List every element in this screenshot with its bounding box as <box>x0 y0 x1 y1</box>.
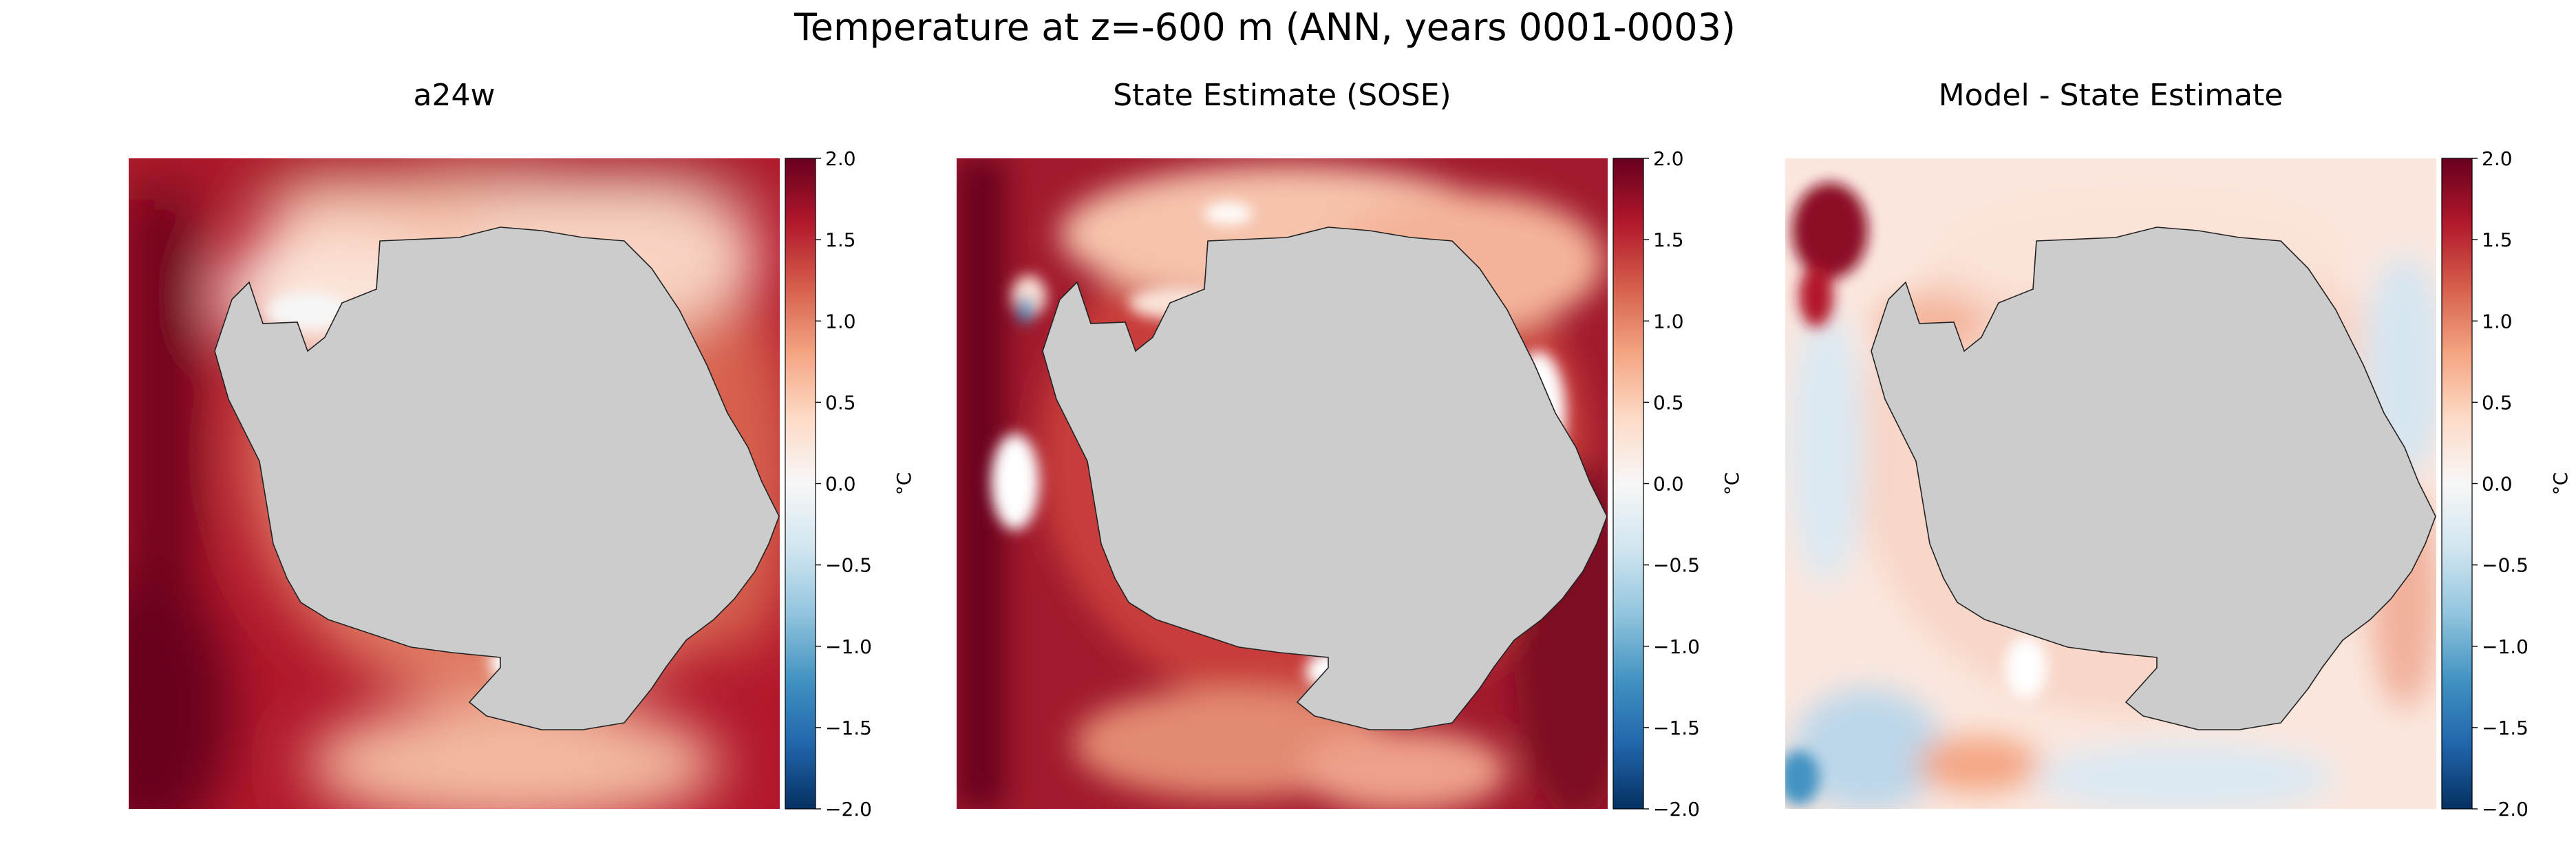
colorbar-tick-label: −0.5 <box>2482 554 2529 577</box>
panel-title: a24w <box>414 78 496 113</box>
colorbar-tick-label: −1.5 <box>2482 717 2529 739</box>
colorbar-tick-label: 1.0 <box>1653 310 1684 332</box>
colorbar-label: °C <box>1721 472 1743 496</box>
colorbar-tick-label: 2.0 <box>1653 147 1684 170</box>
colorbar-tick-label: 1.5 <box>2482 229 2513 251</box>
colorbar-tick-label: −1.0 <box>2482 635 2529 658</box>
colorbar-label: °C <box>893 472 915 496</box>
colorbar-tick-label: −1.5 <box>1653 717 1700 739</box>
colorbar-tick-label: 0.0 <box>825 473 856 496</box>
colorbar-tick-label: −2.0 <box>2482 798 2529 821</box>
colorbar: 2.0 1.5 1.0 0.5 0.0 −0.5 −1.0 −1.5 −2.0 °C <box>785 147 915 821</box>
colorbar-tick-label: −1.0 <box>825 635 872 658</box>
colorbar-tick-label: 0.0 <box>1653 473 1684 496</box>
map-field <box>957 158 1608 809</box>
colorbar: 2.0 1.5 1.0 0.5 0.0 −0.5 −1.0 −1.5 −2.0 °C <box>2441 147 2572 821</box>
colorbar-tick-label: 0.5 <box>2482 391 2513 414</box>
map-field <box>1785 158 2436 809</box>
panel-title: State Estimate (SOSE) <box>1113 78 1451 113</box>
colorbar-tick-label: 2.0 <box>825 147 856 170</box>
colorbar-tick-label: 2.0 <box>2482 147 2513 170</box>
panel-title: Model - State Estimate <box>1939 78 2284 113</box>
colorbar-tick-label: 1.0 <box>2482 310 2513 332</box>
colorbar-label: °C <box>2549 472 2572 496</box>
figure-title: Temperature at z=-600 m (ANN, years 0001… <box>794 6 1736 49</box>
panel-1: a24w 2.0 1.5 1.0 0.5 0.0 −0.5 −1.0 −1.5 −2.0 °C <box>129 78 915 821</box>
colorbar-tick-label: 0.0 <box>2482 473 2513 496</box>
colorbar-tick-label: −1.5 <box>825 717 872 739</box>
colorbar-tick-label: −1.0 <box>1653 635 1700 658</box>
colorbar: 2.0 1.5 1.0 0.5 0.0 −0.5 −1.0 −1.5 −2.0 °C <box>1612 147 1743 821</box>
colorbar-tick-label: −0.5 <box>825 554 872 577</box>
colorbar-tick-label: 0.5 <box>825 391 856 414</box>
colorbar-tick-label: −2.0 <box>1653 798 1700 821</box>
panel-2: State Estimate (SOSE) 2.0 1.5 1.0 0.5 0.0 −0.5… <box>957 78 1743 821</box>
colorbar-tick-label: −0.5 <box>1653 554 1700 577</box>
colorbar-tick-label: −2.0 <box>825 798 872 821</box>
panel-3: Model - State Estimate 2.0 1.5 1.0 0.5 0.0 −0.… <box>1785 78 2572 821</box>
colorbar-tick-label: 0.5 <box>1653 391 1684 414</box>
colorbar-tick-label: 1.0 <box>825 310 856 332</box>
colorbar-tick-label: 1.5 <box>1653 229 1684 251</box>
map-field <box>129 158 780 809</box>
colorbar-tick-label: 1.5 <box>825 229 856 251</box>
